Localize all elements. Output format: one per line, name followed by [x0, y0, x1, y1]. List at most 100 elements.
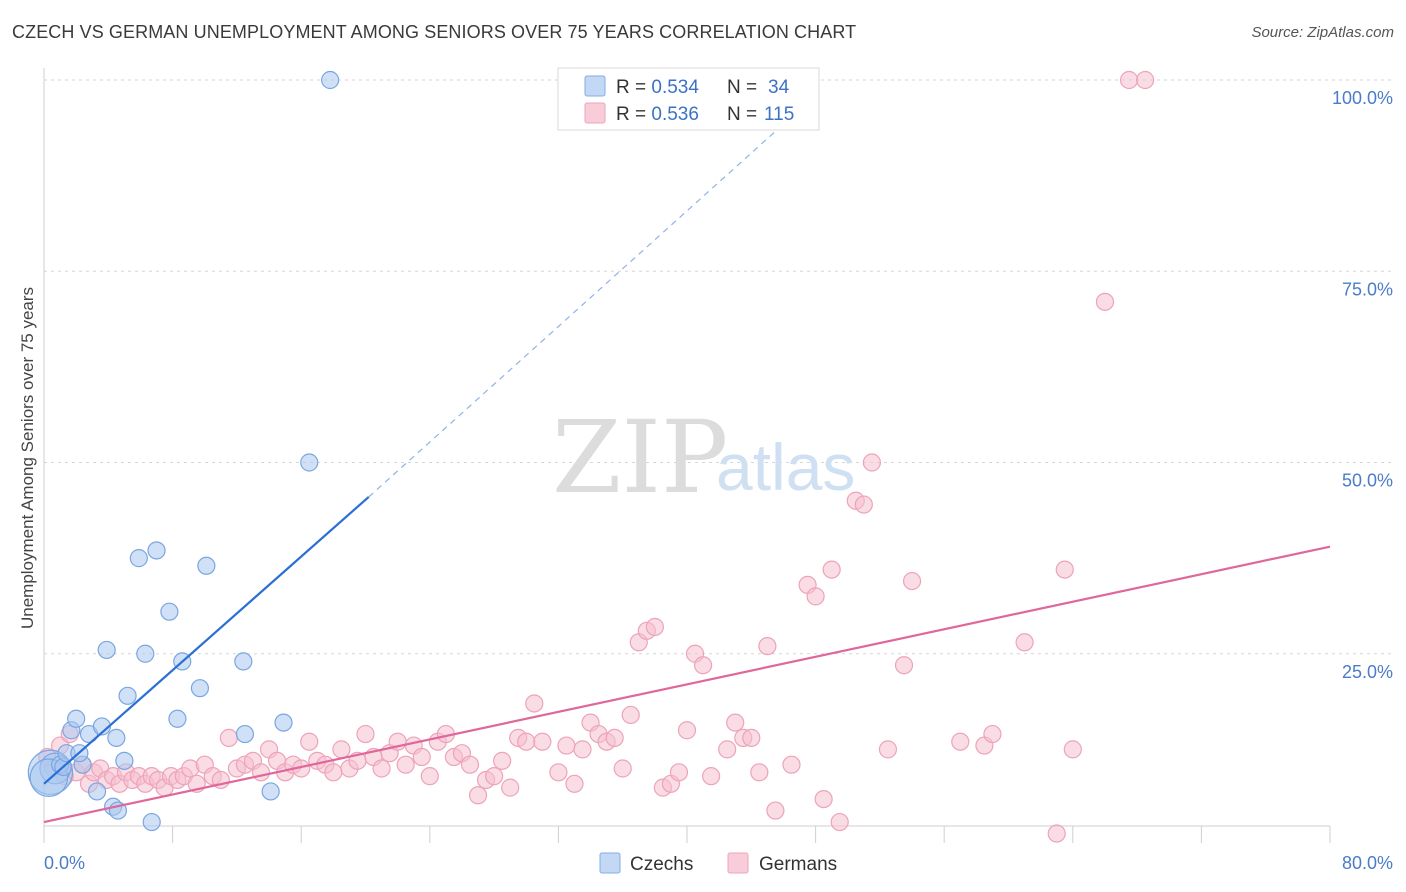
- czech-point: [261, 782, 280, 801]
- czech-point: [142, 812, 161, 832]
- german-point: [1063, 740, 1082, 759]
- german-point: [894, 656, 914, 675]
- legend-german-n-label: N =: [727, 104, 762, 125]
- y-tick-label: 100.0%: [1332, 88, 1393, 108]
- german-point: [493, 751, 512, 770]
- german-point: [420, 767, 439, 786]
- german-point: [677, 721, 697, 740]
- czech-point: [87, 782, 107, 801]
- chart-title: CZECH VS GERMAN UNEMPLOYMENT AMONG SENIO…: [12, 22, 857, 42]
- german-point: [669, 763, 689, 782]
- x-ticks: [43, 826, 1331, 843]
- y-tick-label: 50.0%: [1342, 471, 1393, 491]
- legend-czech-n-value: 34: [768, 77, 790, 98]
- german-point: [573, 740, 592, 759]
- legend-row-german: R = 0.536 N = 115: [616, 104, 794, 125]
- czech-trendline: [43, 496, 370, 785]
- x-tick-label-min: 0.0%: [44, 853, 85, 873]
- german-point: [251, 763, 271, 782]
- german-point: [501, 778, 520, 797]
- czech-point: [115, 751, 134, 770]
- legend: R = 0.534 N = 34 R = 0.536 N = 115: [557, 67, 820, 131]
- czech-point: [107, 728, 126, 748]
- czech-point: [300, 453, 319, 472]
- german-point: [830, 812, 849, 832]
- german-point: [814, 789, 833, 809]
- bottom-legend-german: Germans: [759, 854, 837, 875]
- german-point: [766, 801, 785, 820]
- german-point: [332, 740, 351, 759]
- czech-point: [321, 70, 340, 90]
- german-point: [517, 732, 536, 751]
- german-point: [750, 763, 769, 782]
- german-point: [645, 617, 664, 637]
- bottom-legend: Czechs Germans: [599, 852, 837, 875]
- czech-point: [129, 549, 148, 568]
- czech-point: [136, 644, 155, 663]
- czech-point: [160, 602, 179, 621]
- german-point: [396, 755, 415, 774]
- y-axis-title: Unemployment Among Seniors over 75 years: [18, 287, 37, 629]
- bottom-legend-swatch-german: [727, 852, 749, 874]
- legend-german-n-value: 115: [764, 104, 794, 125]
- legend-row-czech: R = 0.534 N = 34: [616, 77, 790, 98]
- watermark-atlas: atlas: [716, 430, 855, 504]
- german-point: [726, 713, 745, 732]
- y-tick-labels: 100.0% 75.0% 50.0% 25.0%: [1332, 88, 1393, 682]
- czech-trendline-extension: [368, 94, 817, 498]
- czech-point: [197, 556, 216, 575]
- watermark-zip: ZIP: [552, 399, 728, 516]
- german-point: [806, 587, 825, 606]
- bottom-legend-czech: Czechs: [630, 854, 693, 875]
- czech-point: [190, 679, 210, 698]
- legend-czech-r-label: R =: [616, 77, 651, 98]
- german-point: [324, 763, 343, 782]
- german-point: [557, 736, 576, 755]
- german-point: [854, 495, 873, 514]
- german-point: [372, 759, 391, 778]
- german-point: [533, 732, 552, 751]
- czech-point: [168, 709, 187, 728]
- y-tick-label: 75.0%: [1342, 279, 1393, 299]
- source-label: Source: ZipAtlas.com: [1251, 24, 1394, 41]
- legend-czech-r-value: 0.534: [651, 77, 699, 98]
- german-point: [613, 759, 632, 778]
- y-tick-label: 25.0%: [1342, 662, 1393, 682]
- czech-point: [234, 652, 253, 671]
- german-point: [1055, 560, 1074, 579]
- gridlines: [44, 79, 1393, 655]
- bottom-legend-swatch-czech: [599, 852, 621, 874]
- german-point: [565, 774, 584, 793]
- german-point: [693, 656, 713, 675]
- watermark: ZIP atlas: [552, 399, 855, 516]
- german-point: [822, 560, 841, 579]
- german-point: [782, 755, 801, 774]
- german-point: [742, 728, 761, 748]
- german-point: [219, 728, 238, 748]
- german-point: [460, 755, 480, 774]
- german-point: [862, 453, 881, 472]
- x-tick-label-max: 80.0%: [1342, 853, 1393, 873]
- german-point: [983, 724, 1002, 744]
- legend-czech-n-label: N =: [727, 77, 762, 98]
- german-point: [300, 732, 319, 751]
- czech-points: [27, 70, 340, 832]
- czech-point: [97, 640, 116, 660]
- german-point: [878, 740, 898, 759]
- trendlines: [43, 94, 1331, 824]
- legend-german-r-label: R =: [616, 104, 651, 125]
- german-point: [621, 705, 640, 725]
- german-point: [702, 767, 721, 786]
- legend-swatch-german: [584, 102, 606, 124]
- german-point: [605, 728, 624, 748]
- german-point: [758, 636, 777, 656]
- german-point: [1095, 292, 1115, 311]
- german-point: [1136, 70, 1155, 90]
- czech-point: [274, 713, 293, 732]
- legend-german-r-value: 0.536: [651, 104, 699, 125]
- german-point: [468, 786, 488, 805]
- german-point: [1047, 824, 1066, 843]
- czech-point: [147, 541, 166, 560]
- german-point: [951, 732, 970, 751]
